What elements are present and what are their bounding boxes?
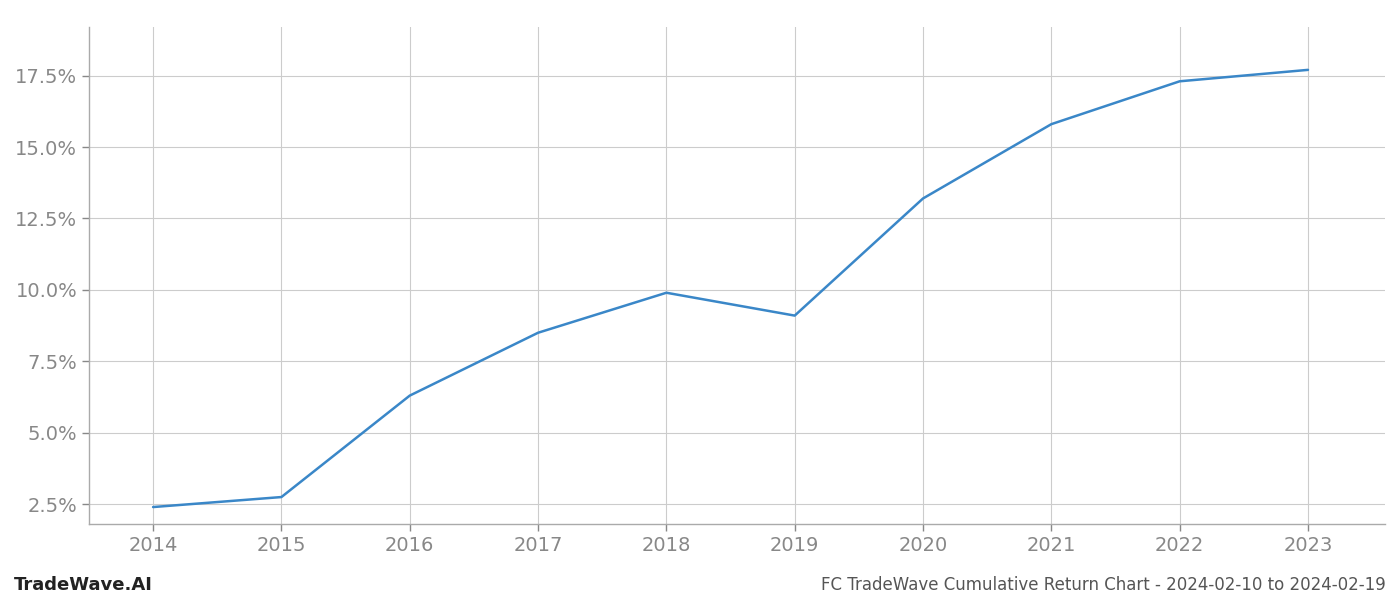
- Text: FC TradeWave Cumulative Return Chart - 2024-02-10 to 2024-02-19: FC TradeWave Cumulative Return Chart - 2…: [822, 576, 1386, 594]
- Text: TradeWave.AI: TradeWave.AI: [14, 576, 153, 594]
